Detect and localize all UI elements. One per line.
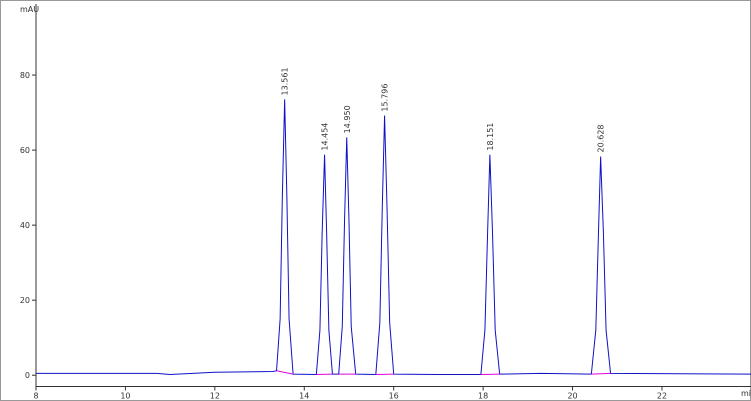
x-tick-label: 8 (33, 392, 38, 401)
x-tick-label: 14 (299, 392, 309, 401)
peak-label: 13.561 (281, 67, 290, 95)
peak-label: 14.950 (343, 105, 352, 133)
x-tick-label: 10 (120, 392, 130, 401)
peak-label: 15.796 (381, 84, 390, 112)
x-tick-label: 18 (478, 392, 488, 401)
peak-label: 18.151 (486, 123, 495, 151)
x-axis-label: mi (741, 389, 751, 398)
x-tick-label: 16 (389, 392, 399, 401)
x-tick-label: 20 (567, 392, 577, 401)
trace (36, 99, 751, 375)
y-tick-label: 60 (20, 146, 30, 155)
x-tick-label: 22 (657, 392, 667, 401)
y-tick-label: 40 (20, 221, 30, 230)
y-tick-label: 80 (20, 71, 30, 80)
y-tick-label: 20 (20, 296, 30, 305)
y-axis-label: mAU (20, 5, 39, 14)
x-tick-label: 12 (210, 392, 220, 401)
peak-label: 20.628 (597, 124, 606, 152)
peak-label: 14.454 (321, 123, 330, 151)
y-tick-label: 0 (25, 371, 30, 380)
trace (276, 370, 611, 375)
